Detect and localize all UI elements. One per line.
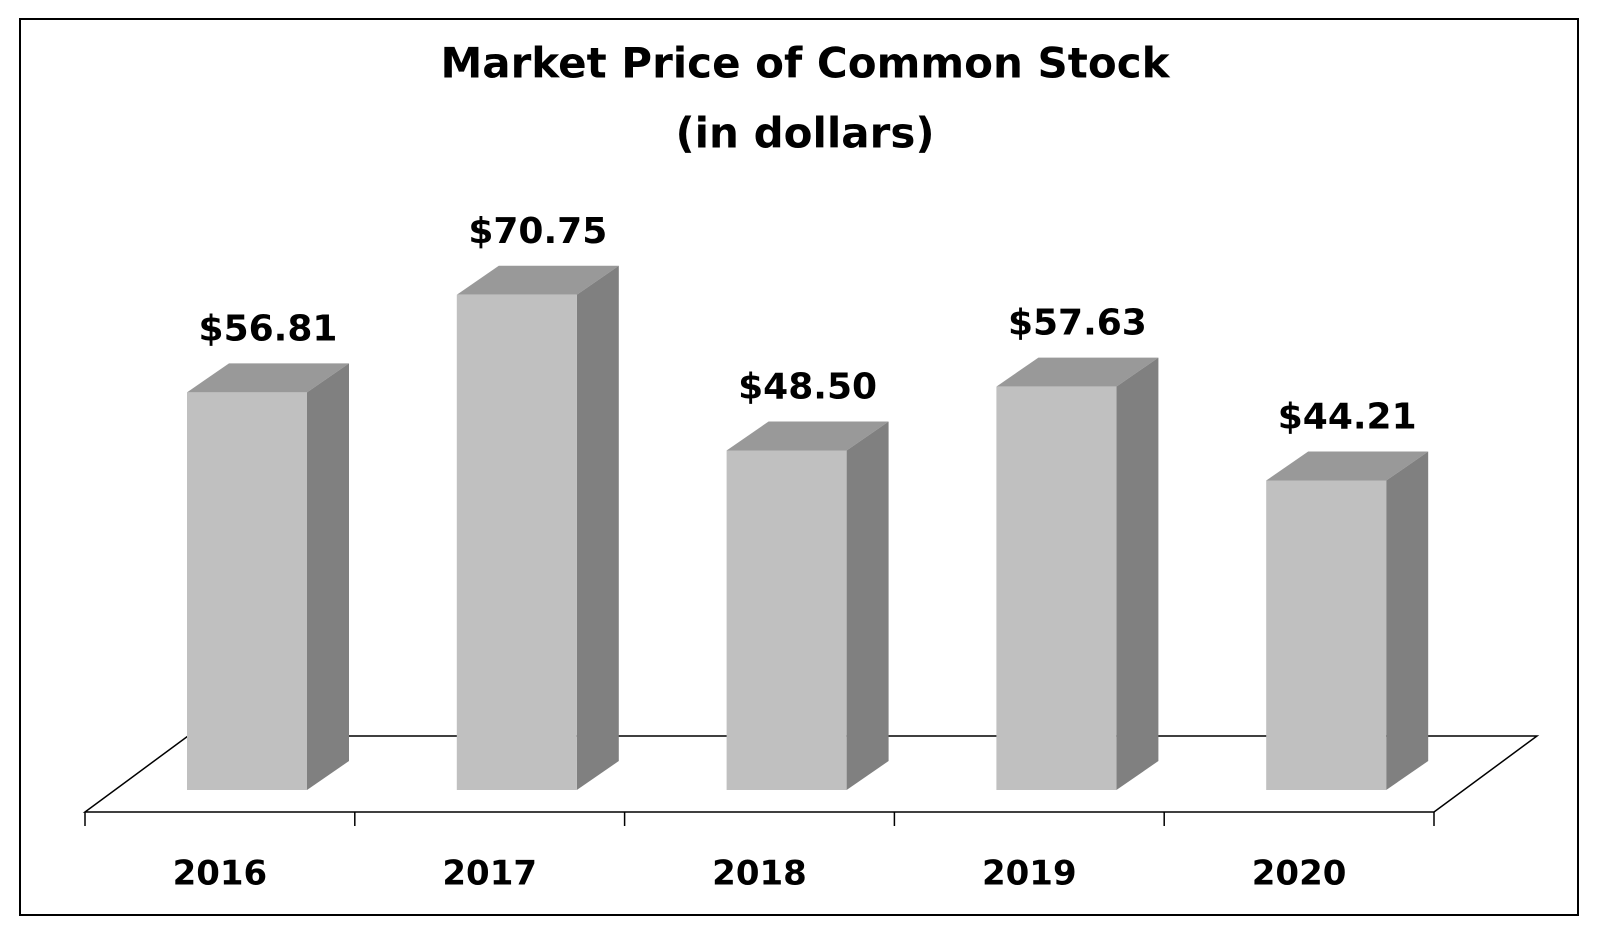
x-tick-label: 2020 (1252, 854, 1347, 894)
data-label: $48.50 (738, 367, 877, 408)
bar-side (846, 421, 889, 790)
bar (1266, 451, 1429, 790)
chart-title: Market Price of Common Stock (440, 39, 1170, 88)
bar-side (1116, 357, 1159, 790)
x-tick-label: 2019 (982, 854, 1077, 894)
bar (726, 421, 889, 790)
bar-front (1266, 480, 1387, 790)
bar-top (187, 363, 349, 393)
bar-front (726, 450, 847, 790)
data-label: $70.75 (468, 211, 607, 252)
bar-side (307, 363, 349, 790)
bar-side (1386, 451, 1429, 790)
x-tick-label: 2018 (712, 854, 807, 894)
bar (187, 363, 349, 790)
bar-top (1266, 451, 1429, 481)
data-label: $44.21 (1278, 397, 1417, 438)
bar (996, 357, 1159, 790)
data-label: $56.81 (199, 308, 338, 349)
x-tick-label: 2016 (173, 854, 268, 894)
bar-front (996, 386, 1117, 790)
bar-top (996, 357, 1159, 387)
bar-top (456, 265, 619, 295)
chart-subtitle: (in dollars) (675, 109, 934, 158)
bar (456, 265, 619, 790)
x-tick-label: 2017 (442, 854, 537, 894)
bar-front (187, 392, 307, 790)
bar-side (576, 265, 619, 790)
bar-top (726, 421, 889, 451)
bar-front (456, 294, 577, 790)
data-label: $57.63 (1008, 303, 1147, 344)
